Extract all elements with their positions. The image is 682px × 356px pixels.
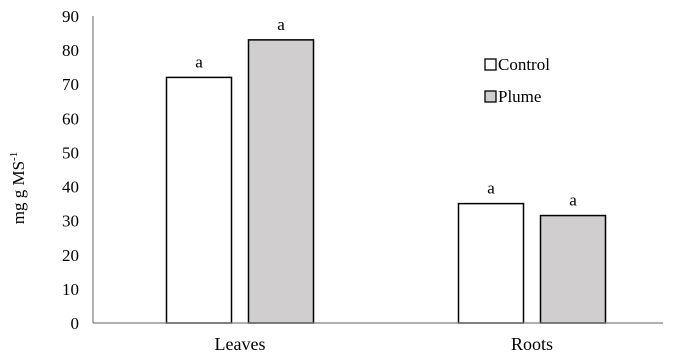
significance-label: a [195,52,203,71]
legend-swatch-plume [484,90,497,103]
x-category-label: Roots [511,334,553,354]
y-tick-label: 70 [62,75,79,94]
bar-plume-leaves [247,39,315,324]
y-tick-label: 10 [62,280,79,299]
bar-control-leaves [165,76,233,324]
legend-label-control: Control [498,55,550,74]
category-labels: Leaves Roots [215,334,553,354]
y-tick-label: 80 [62,41,79,60]
x-category-label: Leaves [215,334,266,354]
y-axis-title-main: mg g MS [9,161,28,224]
bars [165,39,607,324]
significance-label: a [277,15,285,34]
legend-swatch-control [484,58,497,71]
significance-label: a [569,191,577,210]
y-tick-label: 50 [62,143,79,162]
y-tick-label: 30 [62,212,79,231]
y-tick-label: 0 [71,314,80,333]
y-axis-ticks: 0 10 20 30 40 50 60 70 80 90 [62,7,79,333]
axes [92,16,663,324]
y-tick-label: 60 [62,109,79,128]
y-tick-label: 40 [62,178,79,197]
y-tick-label: 20 [62,246,79,265]
legend: Control Plume [484,55,550,106]
legend-label-plume: Plume [498,87,541,106]
y-axis-title-text: mg g MS-1 [8,152,28,224]
y-axis-title: mg g MS-1 [8,152,28,224]
y-axis-title-superscript: -1 [8,152,20,161]
significance-labels: a a a a [195,15,577,210]
significance-label: a [487,179,495,198]
y-tick-label: 90 [62,7,79,26]
bar-control-roots [457,202,525,324]
bar-plume-roots [539,214,607,324]
